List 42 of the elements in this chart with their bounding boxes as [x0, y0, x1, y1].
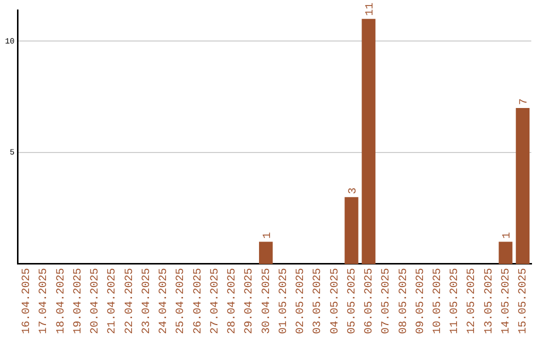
- x-tick-label: 17.04.2025: [38, 268, 50, 334]
- bar: [516, 108, 530, 264]
- x-tick-label: 25.04.2025: [175, 268, 188, 334]
- data-label: 1: [262, 232, 274, 239]
- data-label: 11: [364, 2, 377, 16]
- bar: [498, 242, 512, 264]
- data-label: 3: [347, 188, 360, 194]
- x-tick-label: 01.05.2025: [278, 268, 290, 334]
- x-tick-label: 13.05.2025: [483, 268, 496, 334]
- x-tick-label: 05.05.2025: [346, 268, 358, 334]
- x-tick-label: 08.05.2025: [398, 268, 410, 334]
- x-tick-label: 09.05.2025: [414, 268, 427, 334]
- bar: [362, 18, 376, 264]
- x-tick-label: 07.05.2025: [380, 268, 393, 334]
- x-tick-label: 22.04.2025: [124, 268, 136, 334]
- x-tick-label: 02.05.2025: [295, 268, 308, 334]
- x-tick-label: 23.04.2025: [140, 268, 153, 334]
- x-tick-label: 27.04.2025: [209, 268, 222, 334]
- x-tick-label: 29.04.2025: [244, 268, 256, 334]
- x-tick-label: 30.04.2025: [260, 268, 273, 334]
- data-label: 1: [502, 232, 514, 239]
- y-tick-label: 5: [10, 148, 15, 158]
- x-tick-label: 24.04.2025: [158, 268, 170, 334]
- x-tick-label: 21.04.2025: [106, 268, 119, 334]
- x-tick-label: 06.05.2025: [364, 268, 376, 334]
- x-tick-label: 19.04.2025: [72, 268, 84, 334]
- x-tick-label: 16.04.2025: [21, 268, 34, 334]
- x-tick-label: 11.05.2025: [449, 268, 462, 334]
- x-tick-label: 20.04.2025: [90, 268, 102, 334]
- x-tick-label: 10.05.2025: [432, 268, 444, 334]
- x-tick-label: 04.05.2025: [329, 268, 342, 334]
- x-tick-label: 28.04.2025: [226, 268, 239, 334]
- bar: [344, 197, 358, 264]
- x-tick-label: 03.05.2025: [312, 268, 324, 334]
- x-tick-label: 15.05.2025: [518, 268, 530, 334]
- data-label: 7: [518, 98, 531, 106]
- bar: [259, 242, 273, 264]
- x-tick-label: 26.04.2025: [192, 268, 204, 334]
- y-tick-label: 10: [4, 37, 15, 46]
- x-tick-label: 18.04.2025: [55, 268, 68, 334]
- x-tick-label: 14.05.2025: [500, 268, 512, 334]
- x-tick-label: 12.05.2025: [466, 268, 478, 334]
